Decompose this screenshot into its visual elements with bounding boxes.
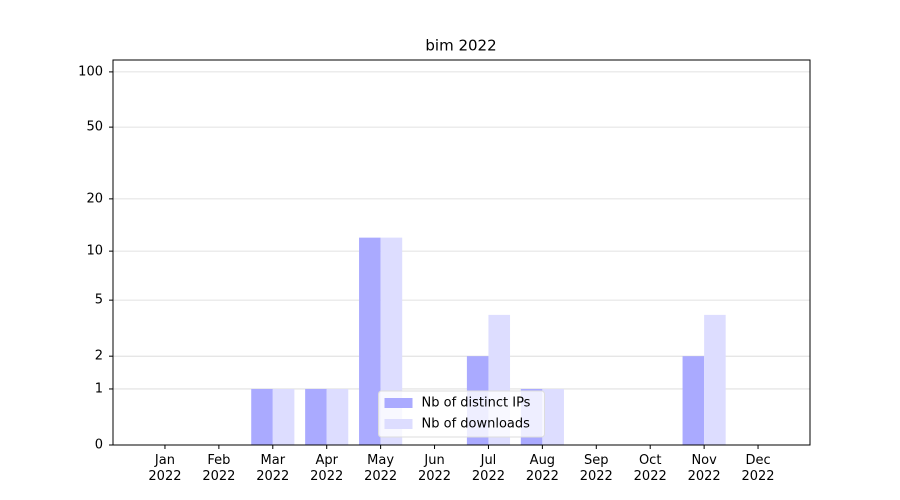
y-tick-label: 2 xyxy=(95,349,103,364)
x-tick-label: Jan 2022 xyxy=(148,453,182,484)
bar xyxy=(272,388,295,445)
x-tick-label: Nov 2022 xyxy=(687,453,721,484)
x-tick-label: May 2022 xyxy=(364,453,398,484)
grid xyxy=(113,71,810,446)
bar xyxy=(359,237,381,445)
x-tick-label: Sep 2022 xyxy=(579,453,613,484)
y-tick-label: 10 xyxy=(86,244,103,259)
x-tick-label: Feb 2022 xyxy=(202,453,236,484)
legend-box xyxy=(378,390,545,438)
bar xyxy=(326,388,349,445)
legend-swatch xyxy=(384,398,413,408)
legend-swatch xyxy=(384,419,413,429)
y-tick-label: 1 xyxy=(95,381,103,396)
x-tick-label: Oct 2022 xyxy=(633,453,667,484)
y-tick-label: 20 xyxy=(86,191,103,206)
bar xyxy=(542,388,564,445)
x-tick-label: Mar 2022 xyxy=(256,453,290,484)
bar xyxy=(251,388,273,445)
bar xyxy=(704,314,726,445)
bar xyxy=(682,356,705,445)
y-tick-label: 100 xyxy=(78,64,103,79)
x-tick-label: Jun 2022 xyxy=(417,453,452,484)
legend-label: Nb of downloads xyxy=(422,417,531,432)
chart-title: bim 2022 xyxy=(425,37,496,55)
y-tick-label: 0 xyxy=(95,438,103,453)
legend: Nb of distinct IPs Nb of downloads xyxy=(378,390,545,438)
bar xyxy=(305,388,327,445)
plot-frame xyxy=(112,59,811,446)
x-tick-label: Dec 2022 xyxy=(741,453,775,484)
legend-label: Nb of distinct IPs xyxy=(422,396,531,411)
x-tick-label: Jul 2022 xyxy=(471,453,505,484)
x-tick-label: Apr 2022 xyxy=(310,453,344,484)
y-tick-label: 5 xyxy=(95,293,103,308)
x-tick-label: Aug 2022 xyxy=(525,453,559,484)
y-tick-label: 50 xyxy=(86,120,103,135)
